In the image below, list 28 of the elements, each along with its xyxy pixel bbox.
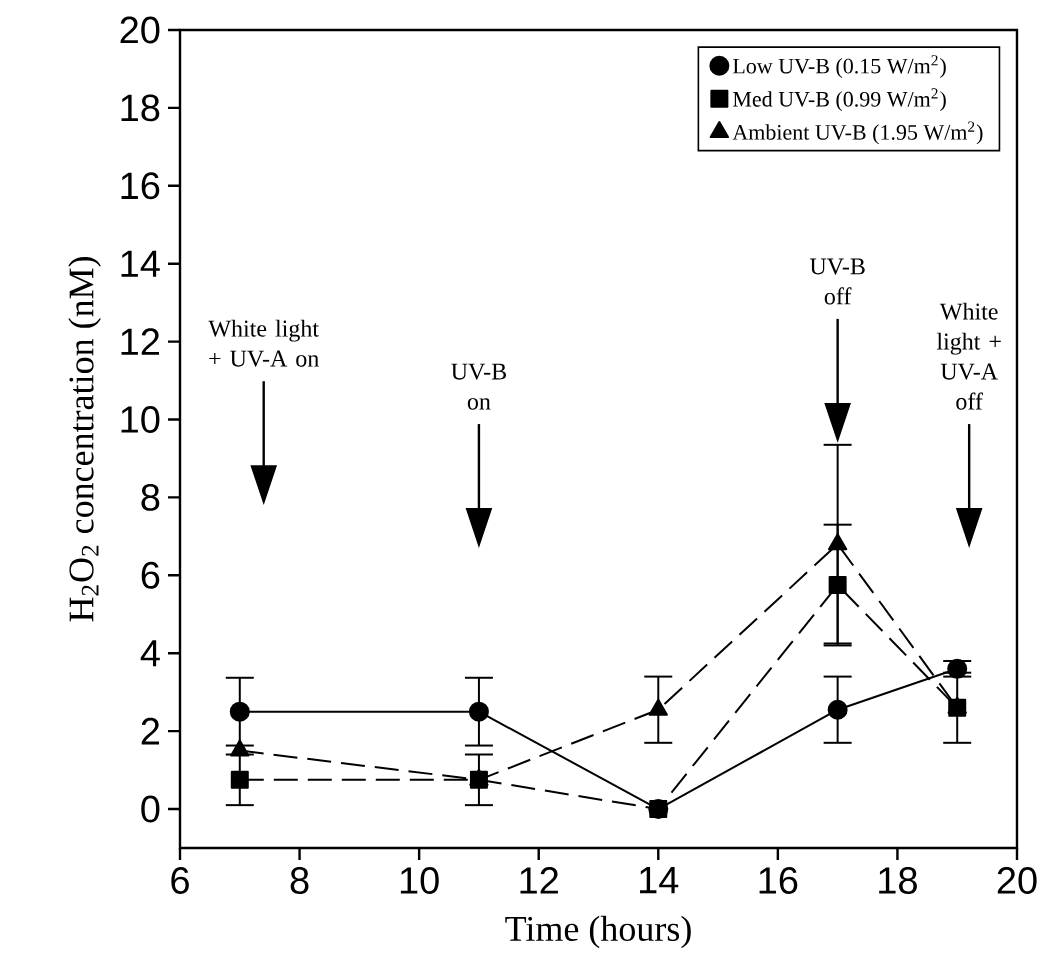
legend-label: Low UV-B (0.15 W/m$^{2}$) xyxy=(732,55,946,78)
x-tick-label: 14 xyxy=(640,867,679,894)
y-tick-label: 10 xyxy=(121,406,160,433)
y-tick-label: 8 xyxy=(141,483,160,511)
x-tick-label: 16 xyxy=(759,867,798,894)
y-tick-label: 20 xyxy=(120,16,160,44)
x-tick-label: 6 xyxy=(171,867,189,894)
y-tick-label: 18 xyxy=(121,94,160,122)
y-tick-label: 4 xyxy=(140,640,160,667)
y-tick-label: 16 xyxy=(121,172,160,200)
x-tick-label: 20 xyxy=(997,867,1037,894)
y-tick-label: 0 xyxy=(141,795,160,823)
annotation: White light + UV-A off xyxy=(936,302,1001,410)
legend-label: Med UV-B (0.99 W/m$^{2}$) xyxy=(732,88,946,112)
legend-label: Ambient UV-B (1.95 W/m$^{2}$) xyxy=(732,121,983,145)
annotation: UV-B on xyxy=(451,363,506,410)
x-axis-title: Time (hours) xyxy=(505,915,691,949)
y-tick-label: 2 xyxy=(141,717,160,745)
annotation: White light + UV-A on xyxy=(208,319,319,367)
x-tick-label: 8 xyxy=(290,867,309,894)
x-tick-label: 12 xyxy=(520,867,558,894)
y-tick-label: 6 xyxy=(141,561,160,589)
y-tick-label: 14 xyxy=(121,250,160,277)
annotation: UV-B off xyxy=(809,258,865,305)
x-tick-label: 18 xyxy=(879,867,917,894)
x-tick-label: 10 xyxy=(400,867,439,894)
y-tick-label: 12 xyxy=(121,328,160,355)
y-axis-title: H$_{2}$O$_{2}$ concentration (nM) xyxy=(68,257,101,622)
